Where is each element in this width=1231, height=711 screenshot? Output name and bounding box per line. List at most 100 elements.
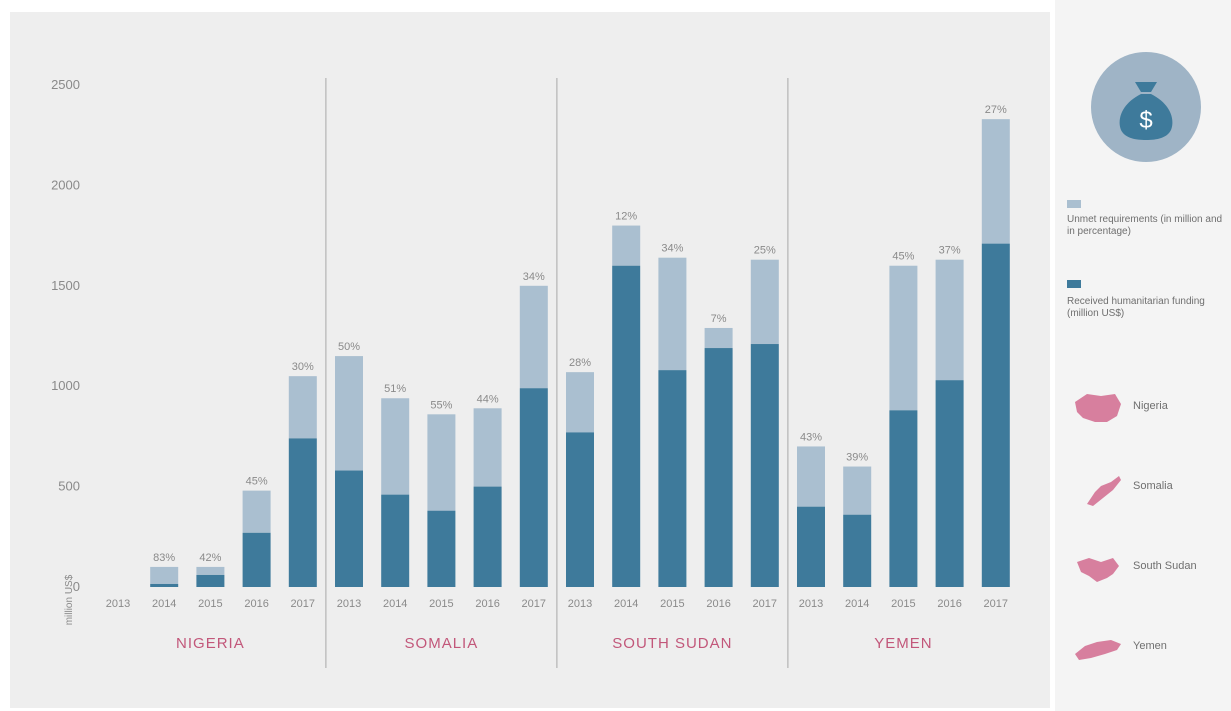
legend-swatch-unmet — [1067, 200, 1081, 208]
money-bag-icon: $ — [1091, 52, 1201, 162]
bar-unmet — [797, 446, 825, 507]
bar-percentage-label: 28% — [569, 357, 591, 369]
bar-funded — [566, 432, 594, 587]
x-tick-label: 2013 — [799, 598, 823, 610]
bar-funded — [889, 410, 918, 587]
y-tick-label: 0 — [73, 579, 80, 594]
bar-unmet — [381, 398, 410, 495]
bar-unmet — [935, 259, 964, 381]
bar-unmet — [750, 259, 779, 345]
bar-unmet — [566, 372, 594, 433]
bar-percentage-label: 42% — [199, 552, 221, 564]
x-tick-label: 2017 — [522, 598, 546, 610]
y-tick-label: 1000 — [51, 378, 80, 393]
legend-country-label: Somalia — [1133, 480, 1173, 492]
x-tick-label: 2016 — [244, 598, 268, 610]
x-tick-label: 2017 — [753, 598, 777, 610]
bar-percentage-label: 34% — [523, 271, 545, 283]
legend-panel: $ Unmet requirements (in million and in … — [1055, 0, 1231, 711]
yemen-map-icon — [1075, 640, 1121, 660]
x-tick-label: 2017 — [291, 598, 315, 610]
bar-funded — [196, 574, 225, 587]
bar-percentage-label: 37% — [939, 245, 961, 257]
bar-funded — [612, 265, 641, 587]
x-tick-label: 2017 — [984, 598, 1008, 610]
bar-unmet — [150, 566, 179, 584]
bar-percentage-label: 50% — [338, 341, 360, 353]
bar-percentage-label: 55% — [430, 399, 452, 411]
bar-unmet — [658, 257, 687, 371]
bar-funded — [750, 344, 779, 587]
bar-percentage-label: 30% — [292, 361, 314, 373]
country-label: YEMEN — [874, 635, 932, 652]
x-tick-label: 2014 — [152, 598, 176, 610]
x-tick-label: 2015 — [891, 598, 915, 610]
y-axis-label: million US$ — [64, 574, 75, 625]
x-tick-label: 2014 — [383, 598, 407, 610]
bar-percentage-label: 51% — [384, 383, 406, 395]
bars: 83% 42% 45% 30% 50% 51% 55% 44% 34% 28% 12% 34% 7% 25… — [150, 104, 1010, 587]
country-label: SOMALIA — [405, 635, 479, 652]
bar-percentage-label: 44% — [477, 393, 499, 405]
legend-country-south-sudan: South Sudan — [1067, 548, 1227, 588]
y-tick-label: 2500 — [51, 77, 80, 92]
bar-unmet — [981, 119, 1010, 244]
x-tick-label: 2014 — [845, 598, 869, 610]
bar-percentage-label: 45% — [892, 251, 914, 263]
y-axis: 0 500 1000 1500 2000 2500 — [51, 77, 80, 594]
country-labels: NIGERIA SOMALIA SOUTH SUDAN YEMEN — [176, 635, 932, 652]
y-tick-label: 500 — [58, 479, 80, 494]
legend-country-label: Nigeria — [1133, 400, 1168, 412]
bar-unmet — [889, 265, 918, 411]
x-tick-label: 2016 — [937, 598, 961, 610]
country-label: SOUTH SUDAN — [612, 635, 732, 652]
bar-percentage-label: 27% — [985, 104, 1007, 116]
x-tick-label: 2015 — [198, 598, 222, 610]
bar-funded — [797, 506, 825, 587]
x-tick-label: 2015 — [660, 598, 684, 610]
bar-funded — [935, 380, 964, 587]
bar-funded — [843, 514, 872, 587]
bar-unmet — [288, 376, 317, 439]
funding-bar-chart: 0 500 1000 1500 2000 2500 83% 42% 45% 30% 50% 51% 5… — [10, 12, 1050, 708]
legend-country-nigeria: Nigeria — [1067, 388, 1227, 428]
legend-label-unmet: Unmet requirements (in million and in pe… — [1067, 214, 1223, 237]
bar-unmet — [473, 408, 502, 487]
bar-unmet — [242, 490, 271, 533]
legend-country-somalia: Somalia — [1067, 468, 1227, 508]
bar-funded — [658, 370, 687, 587]
bar-percentage-label: 39% — [846, 452, 868, 464]
bar-funded — [704, 348, 733, 587]
legend-country-label: Yemen — [1133, 640, 1167, 652]
nigeria-map-icon — [1075, 394, 1121, 422]
bar-funded — [242, 532, 271, 587]
x-tick-label: 2016 — [475, 598, 499, 610]
x-tick-label: 2014 — [614, 598, 638, 610]
bar-funded — [335, 470, 363, 587]
bar-funded — [381, 494, 410, 587]
south-sudan-map-icon — [1077, 558, 1119, 582]
bar-percentage-label: 12% — [615, 211, 637, 223]
svg-text:$: $ — [1139, 107, 1152, 134]
bar-funded — [519, 388, 548, 587]
x-tick-label: 2016 — [706, 598, 730, 610]
bar-funded — [288, 438, 317, 587]
y-tick-label: 2000 — [51, 177, 80, 192]
y-tick-label: 1500 — [51, 278, 80, 293]
bar-funded — [150, 583, 179, 587]
bar-percentage-label: 43% — [800, 431, 822, 443]
x-tick-label: 2013 — [337, 598, 361, 610]
bar-unmet — [427, 414, 456, 511]
bar-percentage-label: 7% — [711, 313, 727, 325]
bar-unmet — [843, 466, 872, 515]
bar-percentage-label: 83% — [153, 552, 175, 564]
legend-label-funded: Received humanitarian funding (million U… — [1067, 296, 1205, 319]
bar-unmet — [196, 566, 225, 575]
x-tick-label: 2013 — [568, 598, 592, 610]
x-tick-label: 2013 — [106, 598, 130, 610]
x-tick-label: 2015 — [429, 598, 453, 610]
group-dividers — [325, 78, 789, 668]
bar-funded — [473, 486, 502, 587]
bar-percentage-label: 25% — [754, 245, 776, 257]
